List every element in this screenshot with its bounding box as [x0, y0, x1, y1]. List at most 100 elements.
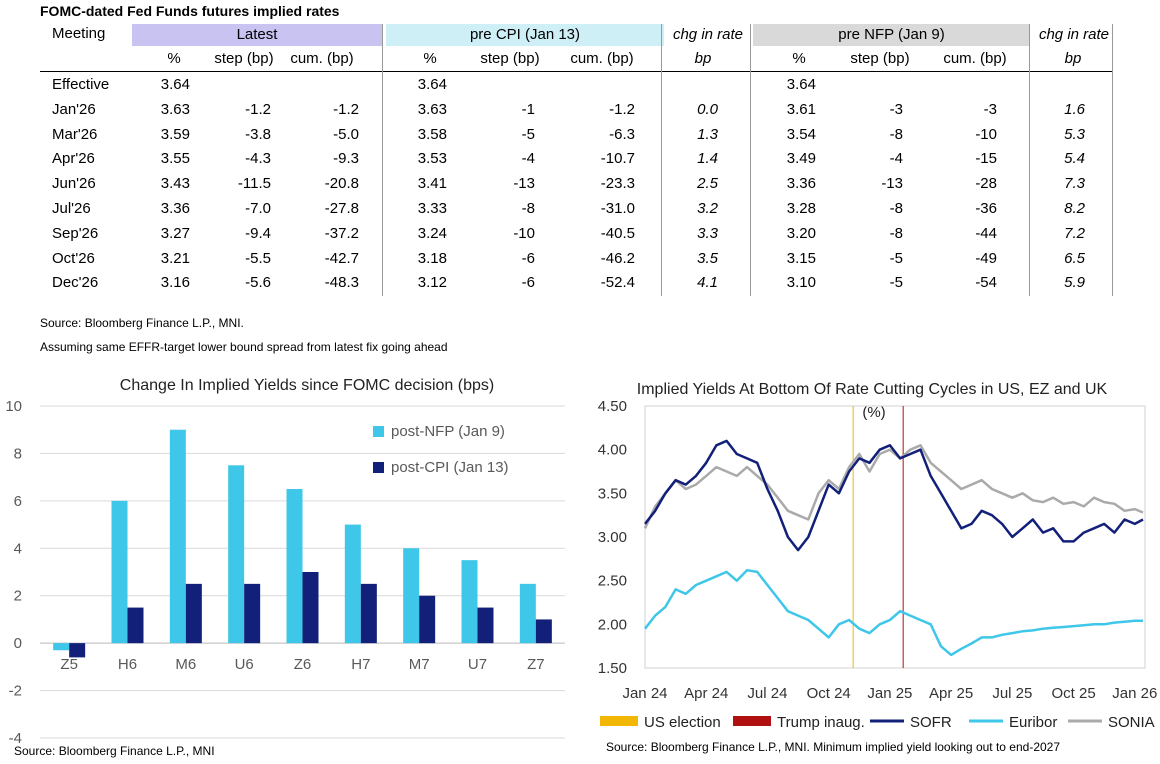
table-cell: -9.4	[245, 224, 271, 242]
row-label: Jul'26	[52, 200, 91, 217]
table-cell: -11.5	[237, 175, 271, 193]
table-cell: -5	[889, 274, 903, 292]
table-cell: 5.9	[1064, 274, 1085, 292]
table-cell: 3.43	[160, 175, 190, 193]
line-chart-title: Implied Yields At Bottom Of Rate Cutting…	[637, 381, 1108, 398]
table-cell: 3.61	[786, 100, 816, 118]
row-label: Apr'26	[52, 150, 95, 168]
y-tick-label: 2.00	[598, 616, 627, 633]
y-tick-label: 3.00	[598, 529, 627, 546]
legend-label: post-CPI (Jan 13)	[391, 459, 509, 476]
table-cell: 3.64	[786, 76, 816, 93]
table-cell: 5.3	[1064, 125, 1085, 143]
row-label: Jun'26	[52, 175, 96, 193]
y-tick-label: -2	[9, 683, 22, 700]
row-label: Oct'26	[52, 249, 95, 267]
table-cell: -48.3	[324, 274, 359, 292]
subheader: cum. (bp)	[570, 50, 634, 67]
table-cell: -13	[513, 175, 535, 193]
table-cell: -4	[889, 150, 903, 168]
y-tick-label: 8	[14, 445, 22, 462]
table-title: FOMC-dated Fed Funds futures implied rat…	[40, 3, 340, 19]
table-cell: 1.3	[697, 125, 718, 143]
series-euribor	[644, 568, 1143, 657]
x-tick-label: M6	[175, 656, 196, 673]
legend-label: Euribor	[1009, 714, 1057, 731]
table-cell: 0.0	[697, 100, 718, 118]
table-cell: 3.33	[417, 200, 447, 217]
subheader: %	[423, 50, 437, 67]
table-assumption: Assuming same EFFR-target lower bound sp…	[40, 340, 448, 354]
bar-post-nfp	[228, 465, 245, 644]
table-cell: -49	[975, 249, 997, 267]
table-cell: 3.16	[160, 274, 190, 292]
table-cell: -4	[521, 150, 535, 168]
legend-label: Trump inaug.	[777, 714, 865, 731]
table-cell: 1.6	[1064, 100, 1085, 118]
group-header: chg in rate	[664, 24, 752, 46]
table-cell: 3.28	[786, 200, 816, 217]
column-divider	[382, 24, 383, 296]
x-tick-label: Z6	[294, 656, 312, 673]
table-cell: 3.53	[417, 150, 447, 168]
group-header: Latest	[132, 24, 382, 46]
table-cell: -7.0	[245, 200, 271, 217]
table-cell: -1.2	[245, 100, 271, 118]
table-cell: 3.49	[786, 150, 816, 168]
column-divider	[661, 24, 662, 296]
bar-post-nfp	[286, 489, 303, 644]
table-cell: -5.5	[245, 249, 271, 267]
legend-swatch	[733, 716, 771, 726]
table-cell: 3.2	[697, 200, 718, 217]
bar-post-nfp	[403, 548, 420, 644]
table-cell: -10	[975, 125, 997, 143]
table-cell: -5.0	[333, 125, 359, 143]
table-cell: -5.6	[245, 274, 271, 292]
table-cell: -10.7	[600, 150, 635, 168]
table-cell: -40.5	[600, 224, 635, 242]
y-tick-label: 1.50	[598, 660, 627, 677]
table-cell: -8	[889, 125, 903, 143]
table-cell: -9.3	[333, 150, 359, 168]
x-tick-label: Oct 25	[1051, 685, 1095, 702]
table-cell: 3.12	[417, 274, 447, 292]
table-source: Source: Bloomberg Finance L.P., MNI.	[40, 316, 244, 330]
x-tick-label: U6	[235, 656, 254, 673]
row-label: Sep'26	[52, 224, 99, 242]
table-cell: 6.5	[1064, 249, 1085, 267]
subheader: cum. (bp)	[943, 50, 1007, 67]
table-cell: -20.8	[324, 175, 359, 193]
x-tick-label: M7	[409, 656, 430, 673]
table-cell: -3	[889, 100, 903, 118]
table-cell: 5.4	[1064, 150, 1085, 168]
table-cell: 3.55	[160, 150, 190, 168]
bar-post-nfp	[519, 583, 536, 644]
y-tick-label: 4	[14, 540, 22, 557]
group-header: chg in rate	[1031, 24, 1117, 46]
table-cell: -42.7	[324, 249, 359, 267]
x-tick-label: Jul 25	[992, 685, 1032, 702]
legend-label: SOFR	[910, 714, 952, 731]
y-tick-label: 2.50	[598, 573, 627, 590]
x-tick-label: Jan 25	[867, 685, 912, 702]
row-label: Mar'26	[52, 125, 98, 143]
table-cell: 4.1	[697, 274, 718, 292]
table-cell: -52.4	[600, 274, 635, 292]
table-cell: -3.8	[245, 125, 271, 143]
table-cell: 3.10	[786, 274, 816, 292]
column-divider	[750, 24, 751, 296]
table-cell: 3.63	[417, 100, 447, 118]
group-header: pre NFP (Jan 9)	[753, 24, 1030, 46]
subheader: bp	[1064, 50, 1082, 67]
bar-post-cpi	[477, 607, 494, 644]
table-cell: 3.15	[786, 249, 816, 267]
table-header-rule	[40, 71, 1112, 72]
subheader: cum. (bp)	[290, 50, 354, 67]
table-cell: 1.4	[697, 150, 718, 168]
legend-swatch	[373, 426, 384, 437]
table-cell: -6	[521, 249, 535, 267]
bar-post-cpi	[360, 583, 377, 644]
table-cell: 3.36	[786, 175, 816, 193]
x-tick-label: Apr 24	[684, 685, 728, 702]
x-tick-label: U7	[468, 656, 487, 673]
